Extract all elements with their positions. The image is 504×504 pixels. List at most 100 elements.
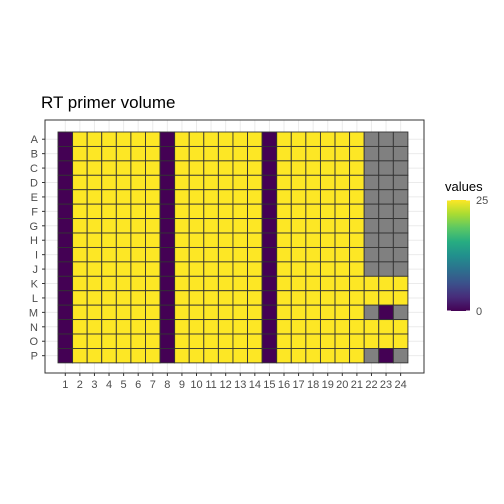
- heatmap-cell: [334, 304, 351, 321]
- heatmap-cell: [392, 348, 409, 364]
- legend-title: values: [445, 179, 483, 194]
- heatmap-cell: [378, 203, 394, 220]
- heatmap-cell: [174, 261, 190, 277]
- heatmap-cell: [188, 246, 205, 263]
- heatmap-cell: [72, 218, 88, 234]
- heatmap-cell: [101, 333, 117, 349]
- x-tick-label: 24: [395, 379, 407, 391]
- heatmap-cell: [261, 319, 278, 335]
- heatmap-cell: [159, 275, 176, 292]
- heatmap-cell: [319, 203, 336, 220]
- heatmap-cell: [363, 246, 380, 263]
- y-tick-label: A: [31, 134, 39, 146]
- heatmap-cell: [57, 275, 74, 292]
- heatmap-cell: [378, 145, 394, 162]
- x-tick-label: 4: [106, 379, 112, 391]
- heatmap-cell: [72, 160, 88, 176]
- heatmap-cell: [261, 261, 278, 277]
- heatmap-cell: [232, 232, 248, 248]
- heatmap-cell: [276, 333, 292, 349]
- heatmap-cell: [145, 131, 161, 147]
- y-tick-label: G: [29, 221, 38, 233]
- heatmap-cell: [115, 261, 132, 277]
- heatmap-cell: [305, 261, 321, 277]
- heatmap-cell: [392, 275, 409, 292]
- heatmap-cell: [159, 232, 176, 248]
- heatmap-cell: [305, 232, 321, 248]
- heatmap-cell: [72, 261, 88, 277]
- heatmap-cell: [188, 333, 205, 349]
- y-tick-label: I: [35, 250, 38, 262]
- heatmap-cell: [57, 261, 74, 277]
- heatmap-cell: [86, 333, 103, 349]
- heatmap-cell: [159, 246, 176, 263]
- heatmap-cell: [349, 189, 365, 205]
- y-tick-label: B: [31, 149, 38, 161]
- heatmap-cell: [334, 333, 351, 349]
- y-tick-label: J: [33, 264, 39, 276]
- heatmap-cell: [217, 174, 234, 191]
- heatmap-cell: [174, 174, 190, 191]
- heatmap-cell: [115, 203, 132, 220]
- heatmap-cell: [232, 145, 248, 162]
- heatmap-cell: [130, 203, 146, 220]
- heatmap-cell: [203, 290, 219, 306]
- heatmap-cell: [86, 261, 103, 277]
- heatmap-cell: [217, 246, 234, 263]
- heatmap-cell: [378, 218, 394, 234]
- heatmap-cell: [247, 261, 263, 277]
- heatmap-cell: [145, 174, 161, 191]
- heatmap-cell: [392, 333, 409, 349]
- legend-tick-label: 25: [476, 195, 488, 207]
- heatmap-cell: [174, 333, 190, 349]
- heatmap-cell: [86, 304, 103, 321]
- heatmap-cell: [392, 174, 409, 191]
- x-tick-label: 17: [292, 379, 304, 391]
- heatmap-cell: [115, 319, 132, 335]
- heatmap-cell: [290, 131, 307, 147]
- heatmap-cell: [217, 160, 234, 176]
- heatmap-cell: [334, 160, 351, 176]
- heatmap-cell: [276, 218, 292, 234]
- heatmap-cell: [290, 218, 307, 234]
- heatmap-cell: [363, 261, 380, 277]
- y-tick-label: N: [30, 322, 38, 334]
- heatmap-cell: [392, 304, 409, 321]
- heatmap-cell: [203, 131, 219, 147]
- heatmap-cell: [101, 189, 117, 205]
- heatmap-cell: [130, 246, 146, 263]
- heatmap-cell: [305, 290, 321, 306]
- heatmap-cell: [305, 333, 321, 349]
- heatmap-cell: [115, 275, 132, 292]
- x-tick-label: 22: [365, 379, 377, 391]
- heatmap-cell: [334, 261, 351, 277]
- heatmap-cell: [86, 218, 103, 234]
- heatmap-cell: [188, 174, 205, 191]
- heatmap-cell: [174, 160, 190, 176]
- heatmap-cell: [86, 203, 103, 220]
- heatmap-cell: [188, 218, 205, 234]
- heatmap-cell: [392, 203, 409, 220]
- heatmap-cell: [247, 218, 263, 234]
- heatmap-cell: [145, 218, 161, 234]
- heatmap-cell: [349, 246, 365, 263]
- heatmap-cell: [57, 304, 74, 321]
- heatmap-cell: [334, 145, 351, 162]
- heatmap-cell: [392, 319, 409, 335]
- heatmap-cell: [363, 232, 380, 248]
- heatmap-cell: [305, 160, 321, 176]
- heatmap-cell: [232, 246, 248, 263]
- heatmap-cell: [217, 348, 234, 364]
- heatmap-cell: [174, 131, 190, 147]
- heatmap-cell: [247, 348, 263, 364]
- x-tick-label: 5: [121, 379, 127, 391]
- heatmap-cell: [188, 261, 205, 277]
- heatmap-cell: [72, 189, 88, 205]
- heatmap-cell: [101, 160, 117, 176]
- heatmap-cell: [130, 304, 146, 321]
- heatmap-cell: [305, 189, 321, 205]
- heatmap-cell: [101, 232, 117, 248]
- heatmap-cell: [363, 160, 380, 176]
